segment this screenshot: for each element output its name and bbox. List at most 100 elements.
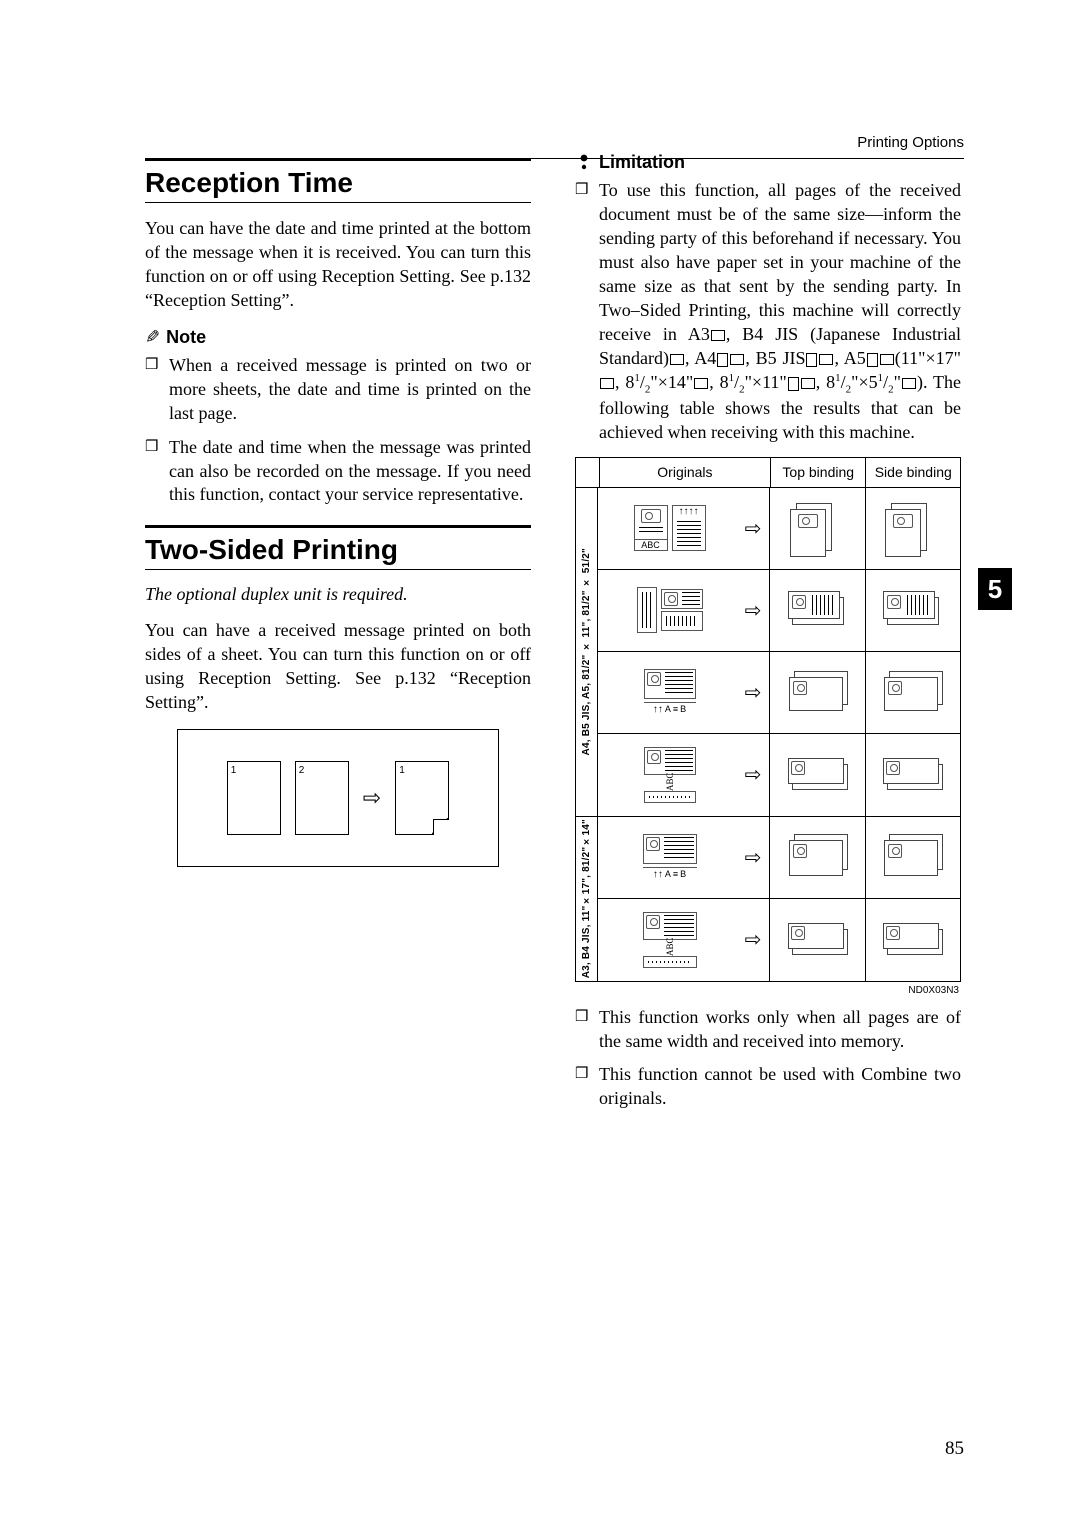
heading-reception-time: Reception Time (145, 167, 531, 203)
landscape-icon (730, 354, 744, 365)
note-label: Note (166, 327, 206, 348)
cell-top-binding (770, 488, 866, 569)
diagram-label: 2 (299, 765, 305, 776)
reception-time-body: You can have the date and time printed a… (145, 217, 531, 313)
t: To use this function, all pages of the r… (599, 180, 961, 344)
t: , 8 (615, 372, 634, 392)
bullet-icon: ❒ (145, 436, 161, 508)
diagram-page-2: 2 (295, 761, 349, 835)
diagram-page-1: 1 (227, 761, 281, 835)
figure-refcode: ND0X03N3 (575, 982, 961, 996)
limitation-text: To use this function, all pages of the r… (599, 179, 961, 445)
table-head: Originals Top binding Side binding (576, 458, 960, 488)
list-item: ❒ This function cannot be used with Comb… (575, 1063, 961, 1111)
arrow-icon: ⇨ (363, 785, 381, 811)
cell-side-binding (866, 734, 960, 816)
table-corner (576, 458, 600, 487)
cell-originals: ABC ⇨ (598, 734, 770, 816)
arrow-icon: ⇨ (743, 598, 763, 623)
arrow-icon: ⇨ (743, 927, 763, 952)
t: , B5 JIS (745, 348, 805, 368)
sup: 1 (878, 372, 884, 384)
portrait-icon (867, 353, 878, 367)
landscape-icon (670, 354, 684, 365)
diagram-label: 1 (231, 765, 237, 776)
limitation-icon (575, 154, 593, 172)
chapter-tab: 5 (978, 568, 1012, 610)
list-item: ❒ When a received message is printed on … (145, 354, 531, 426)
table-row: ABC ⇨ (598, 734, 960, 816)
col-originals: Originals (600, 458, 771, 487)
t: , A4 (685, 348, 716, 368)
page-columns: Reception Time You can have the date and… (145, 130, 970, 1121)
table-row: ABC ⇨ (598, 899, 960, 981)
cell-side-binding (866, 570, 960, 651)
bullet-icon: ❒ (145, 354, 161, 426)
table-group-lower: A3, B4 JIS, 11"×17", 81/2"×14" ↑↑A≡B (576, 816, 960, 981)
table-row: ⇨ (598, 570, 960, 652)
limitation-label-row: Limitation (575, 152, 961, 173)
diagram-label: 1 (399, 765, 405, 776)
row-group-label-cell: A4, B5 JIS, A5, 81/2" × 11", 81/2" × 51/… (576, 488, 598, 816)
t: "×14" (650, 372, 693, 392)
row-group-label-lower: A3, B4 JIS, 11"×17", 81/2"×14" (581, 819, 592, 978)
cell-top-binding (770, 570, 866, 651)
t: , 8 (709, 372, 728, 392)
sup: 1 (634, 372, 640, 384)
row-group-label-cell: A3, B4 JIS, 11"×17", 81/2"×14" (576, 817, 598, 981)
col-side-binding: Side binding (866, 458, 960, 487)
arrow-icon: ⇨ (743, 516, 763, 541)
limitation-label: Limitation (599, 152, 685, 173)
table-row: ↑↑A≡B ⇨ (598, 652, 960, 734)
running-head: Printing Options (857, 134, 964, 151)
bullet-icon: ❒ (575, 179, 591, 445)
row-group-rows: ABC ↑↑↑↑ ⇨ (598, 488, 960, 816)
cell-side-binding (866, 488, 960, 569)
cell-side-binding (866, 899, 960, 981)
two-sided-diagram: 1 2 ⇨ 1 2 (177, 729, 499, 867)
cell-originals: ↑↑A≡B ⇨ (598, 652, 770, 733)
cell-side-binding (866, 652, 960, 733)
portrait-icon (806, 353, 817, 367)
t: " (894, 372, 901, 392)
t: (11"×17" (895, 348, 961, 368)
cell-originals: ABC ↑↑↑↑ ⇨ (598, 488, 770, 569)
after-table-list: ❒ This function works only when all page… (575, 1006, 961, 1112)
landscape-icon (600, 378, 614, 389)
portrait-icon (717, 353, 728, 367)
heading-two-sided: Two-Sided Printing (145, 534, 531, 570)
table-row: ↑↑A≡B ⇨ (598, 817, 960, 899)
cell-side-binding (866, 817, 960, 898)
bullet-icon: ❒ (575, 1063, 591, 1111)
orientation-table: Originals Top binding Side binding A4, B… (575, 457, 961, 982)
after-bullet-1: This function cannot be used with Combin… (599, 1063, 961, 1111)
row-group-label-upper: A4, B5 JIS, A5, 81/2" × 11", 81/2" × 51/… (581, 548, 592, 755)
landscape-icon (711, 330, 725, 341)
cell-originals: ↑↑A≡B ⇨ (598, 817, 770, 898)
cell-top-binding (770, 817, 866, 898)
arrow-icon: ⇨ (743, 680, 763, 705)
list-item: ❒ This function works only when all page… (575, 1006, 961, 1054)
list-item: ❒ To use this function, all pages of the… (575, 179, 961, 445)
col-top-binding: Top binding (771, 458, 867, 487)
list-item: ❒ The date and time when the message was… (145, 436, 531, 508)
t: "×5 (851, 372, 878, 392)
note-item-1: The date and time when the message was p… (169, 436, 531, 508)
pencil-icon: ✎ (145, 327, 160, 348)
t: , 8 (816, 372, 835, 392)
table-group-upper: A4, B5 JIS, A5, 81/2" × 11", 81/2" × 51/… (576, 488, 960, 816)
note-label-row: ✎ Note (145, 327, 531, 348)
note-item-0: When a received message is printed on tw… (169, 354, 531, 426)
cell-originals: ABC ⇨ (598, 899, 770, 981)
row-group-rows: ↑↑A≡B ⇨ (598, 817, 960, 981)
portrait-icon (788, 377, 799, 391)
heading-rule (145, 525, 531, 528)
landscape-icon (694, 378, 708, 389)
landscape-icon (880, 354, 894, 365)
page-fold (433, 819, 449, 835)
landscape-icon (801, 378, 815, 389)
diagram-page-duplex: 1 2 (395, 761, 449, 835)
landscape-icon (819, 354, 833, 365)
cell-top-binding (770, 734, 866, 816)
arrow-icon: ⇨ (743, 762, 763, 787)
